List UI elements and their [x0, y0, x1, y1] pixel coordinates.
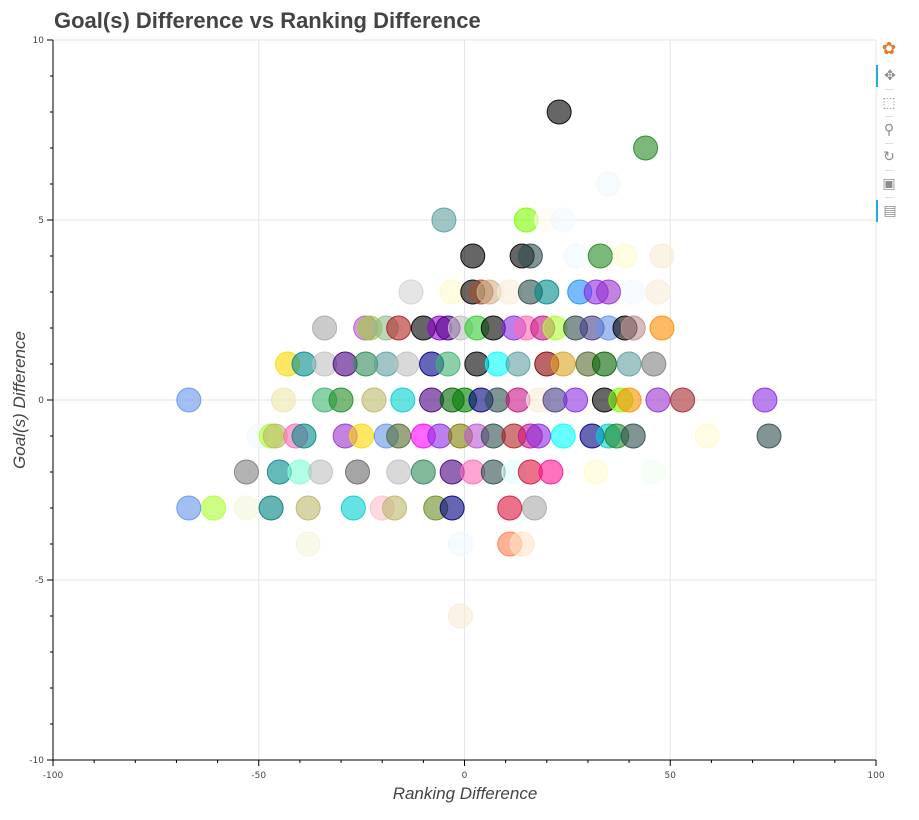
- scatter-point: [270, 387, 296, 413]
- scatter-point: [505, 351, 531, 377]
- reset-tool-icon[interactable]: ↻: [883, 149, 895, 165]
- scatter-point: [694, 423, 720, 449]
- scatter-point: [534, 279, 560, 305]
- scatter-point: [497, 495, 523, 521]
- scatter-point: [563, 387, 589, 413]
- scatter-point: [410, 459, 436, 485]
- scatter-point: [460, 243, 486, 269]
- toolbar-separator: [885, 170, 893, 171]
- scatter-point: [616, 387, 642, 413]
- scatter-point: [517, 243, 543, 269]
- scatter-point: [521, 495, 547, 521]
- scatter-point: [394, 351, 420, 377]
- scatter-point: [295, 531, 321, 557]
- scatter-point: [340, 495, 366, 521]
- y-tick-label: -10: [29, 756, 44, 766]
- x-tick-label: -100: [43, 771, 64, 781]
- scatter-point: [258, 495, 284, 521]
- scatter-point: [509, 531, 535, 557]
- scatter-point: [386, 423, 412, 449]
- pan-tool-icon[interactable]: ✥: [876, 65, 902, 87]
- toolbar-separator: [885, 89, 893, 90]
- scatter-point: [587, 243, 613, 269]
- scatter-point: [291, 423, 317, 449]
- scatter-point: [563, 243, 589, 269]
- scatter-point: [620, 315, 646, 341]
- scatter-point: [550, 351, 576, 377]
- scatter-point: [645, 279, 671, 305]
- scatter-point: [431, 207, 457, 233]
- scatter-point: [596, 279, 622, 305]
- x-tick-label: 50: [665, 771, 677, 781]
- scatter-point: [550, 423, 576, 449]
- scatter-point: [439, 495, 465, 521]
- scatter-point: [612, 243, 638, 269]
- y-tick-label: 5: [38, 216, 44, 226]
- scatter-point: [328, 387, 354, 413]
- scatter-point: [550, 207, 576, 233]
- toolbar-separator: [885, 143, 893, 144]
- scatter-point: [361, 387, 387, 413]
- wheel-zoom-tool-icon[interactable]: ⚲: [883, 122, 895, 138]
- scatter-point: [670, 387, 696, 413]
- scatter-point: [620, 279, 646, 305]
- scatter-point: [233, 495, 259, 521]
- scatter-point: [295, 495, 321, 521]
- scatter-point: [620, 423, 646, 449]
- y-tick-label: 0: [38, 396, 44, 406]
- scatter-point: [176, 495, 202, 521]
- x-tick-label: -50: [251, 771, 266, 781]
- scatter-point: [641, 459, 667, 485]
- y-tick-label: -5: [35, 576, 44, 586]
- hover-tool-icon[interactable]: ▤: [876, 200, 902, 222]
- scatter-point: [386, 315, 412, 341]
- scatter-point: [447, 531, 473, 557]
- toolbar-separator: [885, 116, 893, 117]
- scatter-point: [596, 171, 622, 197]
- scatter-point: [591, 351, 617, 377]
- y-tick-label: 10: [33, 36, 45, 46]
- scatter-point: [233, 459, 259, 485]
- scatter-point: [200, 495, 226, 521]
- data-points: [176, 99, 782, 629]
- scatter-point: [176, 387, 202, 413]
- scatter-point: [345, 459, 371, 485]
- scatter-point: [386, 459, 412, 485]
- scatter-point: [382, 495, 408, 521]
- y-axis-label: Goal(s) Difference: [10, 331, 29, 469]
- chart-title: Goal(s) Difference vs Ranking Difference: [54, 8, 481, 33]
- scatter-point: [633, 135, 659, 161]
- scatter-point: [583, 459, 609, 485]
- x-tick-label: 100: [867, 771, 884, 781]
- scatter-point: [349, 423, 375, 449]
- bokeh-logo-icon: ✿: [881, 39, 897, 59]
- x-axis-label: Ranking Difference: [393, 784, 538, 803]
- scatter-point: [752, 387, 778, 413]
- scatter-point: [307, 459, 333, 485]
- save-tool-icon[interactable]: ▣: [882, 176, 896, 192]
- scatter-point: [435, 351, 461, 377]
- box-zoom-tool-icon[interactable]: ⬚: [882, 95, 896, 111]
- scatter-point: [641, 351, 667, 377]
- toolbar-separator: [885, 197, 893, 198]
- scatter-point: [546, 99, 572, 125]
- scatter-point: [398, 279, 424, 305]
- scatter-point: [616, 351, 642, 377]
- x-tick-label: 0: [462, 771, 468, 781]
- scatter-point: [649, 243, 675, 269]
- scatter-point: [526, 423, 552, 449]
- scatter-point: [390, 387, 416, 413]
- scatter-point: [538, 459, 564, 485]
- scatter-point: [756, 423, 782, 449]
- scatter-point: [645, 387, 671, 413]
- scatter-point: [312, 315, 338, 341]
- scatter-point: [649, 315, 675, 341]
- scatter-point: [447, 603, 473, 629]
